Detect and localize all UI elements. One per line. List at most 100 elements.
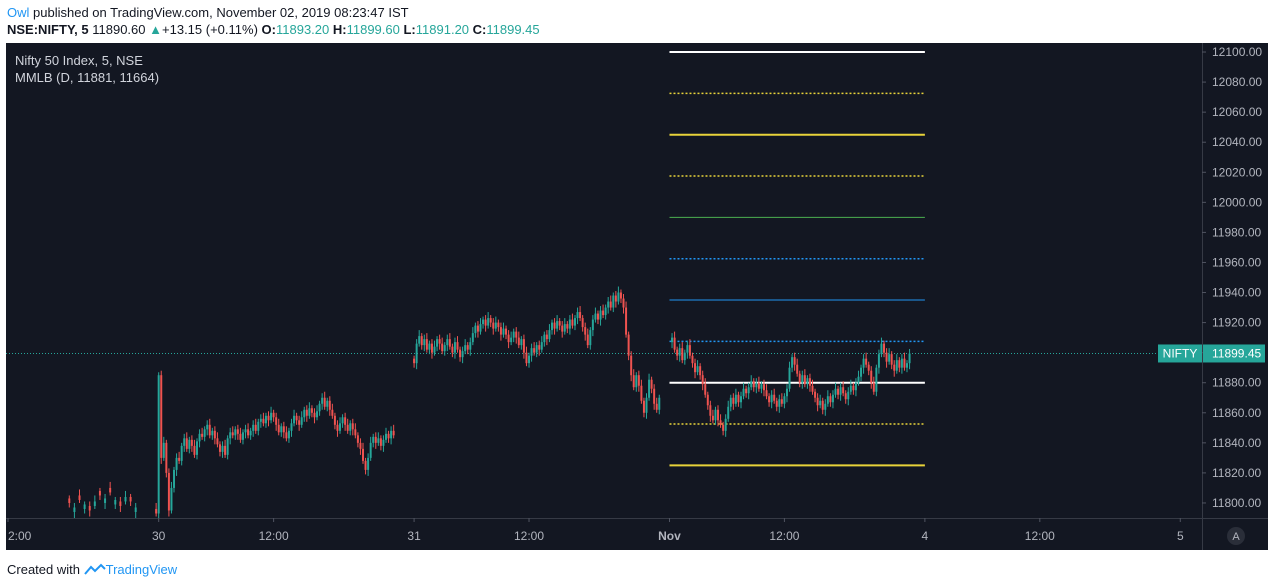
candle-body — [499, 327, 502, 335]
candle-body — [188, 439, 191, 449]
candle-body — [339, 423, 342, 431]
candle-body — [826, 396, 829, 404]
candle-body — [857, 376, 860, 383]
candle-body — [208, 424, 211, 436]
candle-body — [170, 487, 173, 511]
candle-body — [722, 424, 725, 431]
candle-body — [719, 420, 722, 425]
candle-body — [93, 501, 96, 506]
candle-body — [190, 439, 193, 446]
candle-body — [694, 363, 697, 373]
candle-body — [119, 501, 122, 506]
symbol-name: NSE:NIFTY, 5 — [7, 22, 89, 37]
candle-body — [231, 432, 234, 436]
candle-body — [423, 339, 426, 346]
candle-body — [591, 319, 594, 331]
candle-body — [908, 353, 911, 364]
candle-body — [862, 358, 865, 368]
candle-body — [783, 396, 786, 404]
candle-body — [336, 424, 339, 431]
candle-body — [229, 432, 232, 439]
low-value: 11891.20 — [415, 22, 470, 37]
candle-body — [244, 429, 247, 433]
publish-info: Owl published on TradingView.com, Novemb… — [7, 5, 409, 20]
candle-body — [732, 397, 735, 404]
candle-body — [316, 411, 319, 418]
author-link[interactable]: Owl — [7, 5, 30, 20]
candle-body — [548, 330, 551, 340]
price-chart[interactable]: 11800.00 11820.00 11840.00 11860.00 11880.00… — [6, 43, 1268, 550]
chart-title: Nifty 50 Index, 5, NSE — [15, 53, 143, 68]
candle-body — [773, 394, 776, 401]
price-tick-label: 12100.00 — [1212, 45, 1262, 59]
candle-body — [635, 375, 638, 388]
candle-body — [298, 420, 301, 425]
candle-body — [502, 328, 505, 335]
indicator-legend[interactable]: MMLB (D, 11881, 11664) — [15, 70, 160, 85]
candle-body — [428, 343, 431, 350]
candle-body — [709, 405, 712, 416]
candle-body — [464, 345, 467, 352]
candle-body — [466, 345, 469, 350]
candle-body — [563, 324, 566, 332]
price-tick-label: 11960.00 — [1212, 255, 1261, 269]
candle-body — [752, 381, 755, 388]
tradingview-link[interactable]: TradingView — [105, 562, 178, 577]
candle-body — [543, 334, 546, 343]
candle-body — [453, 342, 456, 353]
time-tick-label: 12:00 — [1025, 529, 1055, 543]
candle-body — [704, 384, 707, 395]
candle-body — [285, 432, 288, 439]
candle-body — [895, 360, 898, 371]
last-price: 11890.60 — [92, 22, 146, 37]
candle-body — [614, 295, 617, 302]
candle-body — [78, 495, 81, 500]
candle-body — [589, 330, 592, 346]
candle-body — [607, 301, 610, 308]
time-tick-label: 2:00 — [8, 529, 32, 543]
auto-scale-icon[interactable]: A — [1232, 531, 1240, 543]
price-tick-label: 11980.00 — [1212, 225, 1261, 239]
candle-body — [811, 385, 814, 392]
close-value: 11899.45 — [486, 22, 540, 37]
candle-body — [883, 343, 886, 353]
auto-scale-button[interactable] — [1227, 527, 1245, 545]
candle-body — [262, 418, 265, 424]
candle-body — [594, 313, 597, 320]
time-tick-label: 12:00 — [514, 529, 544, 543]
candle-body — [535, 345, 538, 353]
candle-body — [282, 426, 285, 433]
candle-body — [750, 381, 753, 388]
symbol-price-tag-label: NIFTY — [1163, 346, 1198, 360]
candle-body — [637, 375, 640, 386]
candle-body — [413, 358, 416, 364]
candle-body — [842, 387, 845, 394]
candle-body — [510, 337, 513, 343]
candle-body — [162, 442, 165, 458]
candle-body — [497, 322, 500, 328]
candle-body — [129, 496, 132, 502]
candle-body — [742, 388, 745, 397]
candle-body — [178, 457, 181, 461]
candle-body — [482, 319, 485, 325]
candle-body — [459, 349, 462, 358]
chart-panel[interactable]: 11800.00 11820.00 11840.00 11860.00 11880.00… — [6, 43, 1268, 550]
candle-body — [88, 505, 91, 511]
candle-body — [295, 415, 298, 421]
candle-body — [264, 415, 267, 424]
candle-body — [249, 430, 252, 436]
candle-body — [254, 424, 257, 431]
candle-body — [561, 325, 564, 332]
candle-body — [837, 388, 840, 395]
candle-body — [257, 421, 260, 431]
candle-body — [808, 378, 811, 386]
candle-body — [520, 339, 523, 346]
candle-body — [522, 339, 525, 353]
candle-body — [446, 339, 449, 346]
candle-body — [599, 310, 602, 320]
candle-body — [430, 343, 433, 353]
candle-body — [816, 397, 819, 406]
candle-body — [193, 445, 196, 455]
candle-body — [798, 373, 801, 383]
candle-body — [890, 354, 893, 365]
